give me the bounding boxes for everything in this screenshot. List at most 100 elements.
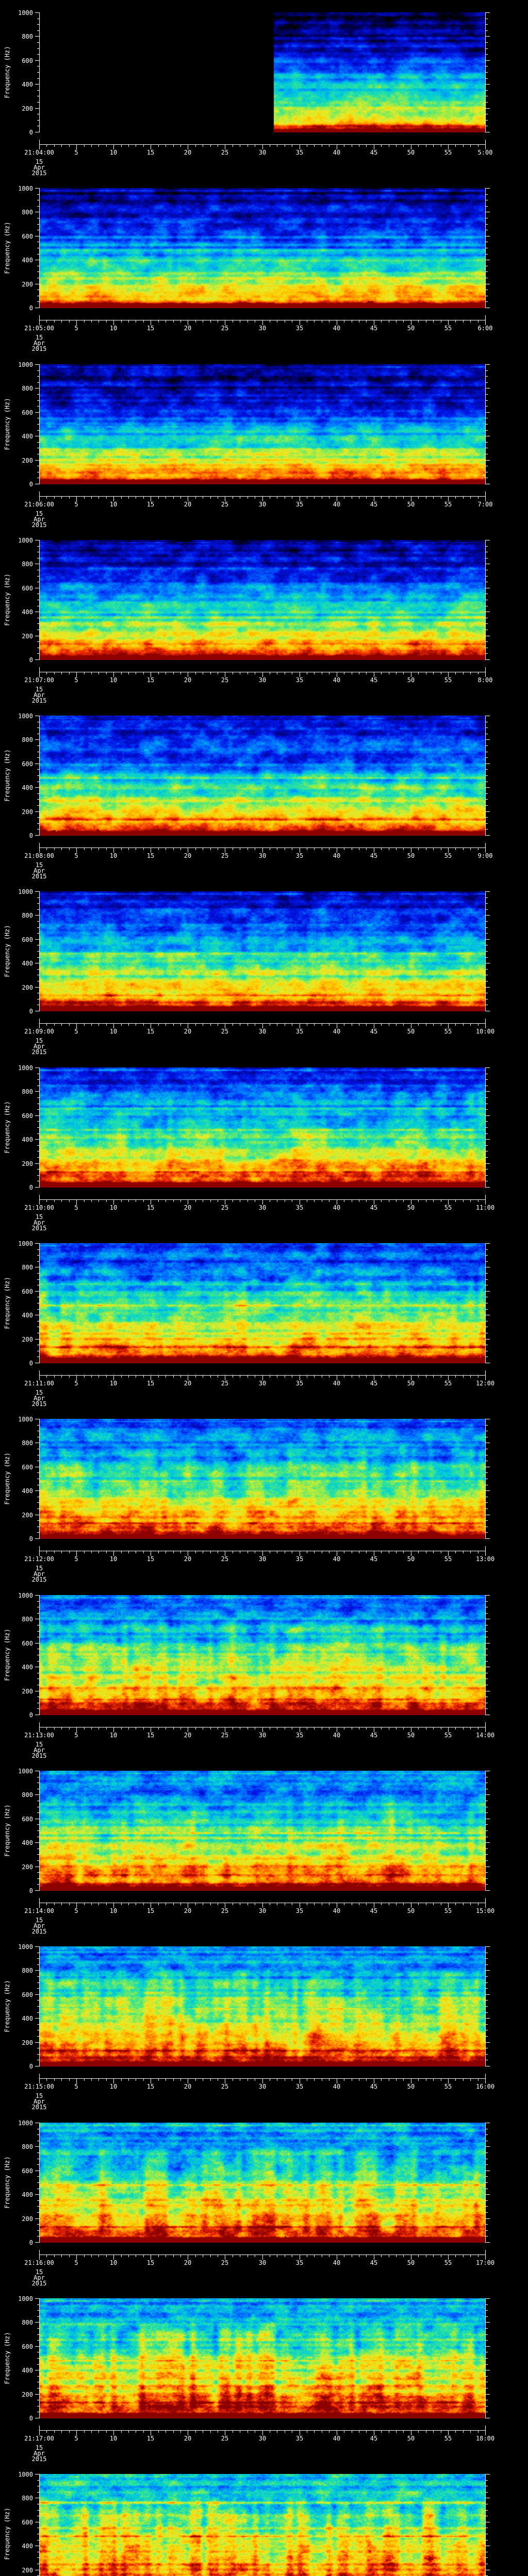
x-minor-tick [396, 320, 397, 323]
y-tick-label: 600 [22, 936, 33, 943]
x-minor-tick [180, 497, 181, 499]
x-minor-tick [84, 497, 85, 499]
y-minor-tick [37, 1121, 39, 1122]
y-right-minor-tick [486, 933, 488, 934]
x-tick-label: 30 [258, 1907, 267, 1914]
x-minor-tick [455, 1024, 456, 1026]
x-major-tick [39, 672, 40, 677]
y-right-minor-tick [486, 823, 488, 824]
x-major-tick [448, 1727, 449, 1732]
x-tick-label: 15 [146, 2259, 155, 2266]
x-axis-right-cap [485, 140, 486, 144]
x-tick-label: 50 [407, 325, 415, 332]
y-major-tick [35, 835, 39, 836]
x-minor-tick [46, 320, 47, 323]
y-right-minor-tick [486, 799, 488, 800]
y-major-tick [35, 1842, 39, 1843]
y-axis-title: Frequency (Hz) [4, 573, 11, 626]
end-time-label: 11:00 [475, 1204, 495, 1211]
x-tick-label: 20 [184, 1907, 192, 1914]
x-minor-tick [314, 320, 315, 323]
x-minor-tick [180, 320, 181, 323]
x-minor-tick [396, 848, 397, 850]
x-minor-tick [91, 145, 92, 147]
x-minor-tick [91, 1903, 92, 1905]
y-minor-tick [37, 2304, 39, 2305]
y-minor-tick [37, 1502, 39, 1503]
end-time-label: 16:00 [475, 2083, 495, 2090]
x-tick-label: 5 [74, 2259, 78, 2266]
x-tick-label: 25 [221, 1380, 229, 1387]
y-tick-label: 600 [22, 1991, 33, 1998]
spectrogram-canvas [40, 1419, 485, 1539]
x-tick-label: 35 [295, 1555, 304, 1563]
x-minor-tick [314, 1024, 315, 1026]
x-minor-tick [195, 1727, 196, 1730]
date-label: 2015 [31, 873, 47, 880]
x-major-tick [448, 1903, 449, 1908]
y-right-minor-tick [486, 1854, 488, 1855]
y-tick-label: 400 [22, 257, 33, 264]
x-minor-tick [121, 1551, 122, 1553]
x-tick-label: 50 [407, 2259, 415, 2266]
y-tick-label: 1000 [18, 361, 33, 368]
x-major-tick [448, 497, 449, 501]
x-minor-tick [106, 2255, 107, 2257]
x-minor-tick [403, 672, 404, 674]
x-major-tick [448, 848, 449, 853]
y-right-minor-tick [486, 897, 488, 898]
x-tick-label: 20 [184, 501, 192, 508]
x-minor-tick [210, 1024, 211, 1026]
y-minor-tick [37, 921, 39, 922]
y-right-minor-tick [486, 376, 488, 377]
y-tick-label: 200 [22, 2215, 33, 2223]
y-right-minor-tick [486, 1708, 488, 1709]
x-tick-label: 30 [258, 1732, 267, 1739]
date-label: 2015 [31, 1225, 47, 1232]
y-major-tick [35, 1890, 39, 1891]
y-tick-label: 600 [22, 1112, 33, 1120]
x-minor-tick [54, 2255, 55, 2257]
y-axis-line-right [485, 1243, 486, 1363]
x-tick-label: 10 [109, 2259, 118, 2266]
x-minor-tick [403, 1903, 404, 1905]
y-major-tick [35, 364, 39, 365]
x-major-tick [76, 1727, 77, 1732]
x-minor-tick [396, 1551, 397, 1553]
y-minor-tick [37, 1175, 39, 1176]
y-right-minor-tick [486, 1145, 488, 1146]
x-minor-tick [91, 2255, 92, 2257]
x-tick-label: 40 [333, 325, 341, 332]
y-minor-tick [37, 775, 39, 776]
x-axis-left-cap [39, 1722, 40, 1727]
y-minor-tick [37, 769, 39, 770]
spectrogram-panel-21:05:00: 0 200 400 600 800 1000 Frequency (Hz) 21:05:00 5… [0, 176, 528, 352]
y-right-minor-tick [486, 793, 488, 794]
x-minor-tick [314, 1551, 315, 1553]
x-tick-label: 45 [370, 1732, 378, 1739]
x-tick-label: 10 [109, 1204, 118, 1211]
x-tick-label: 55 [444, 1204, 452, 1211]
y-major-tick [35, 1139, 39, 1140]
x-minor-tick [403, 2079, 404, 2081]
x-minor-tick [106, 320, 107, 323]
x-major-tick [448, 1376, 449, 1380]
y-right-minor-tick [486, 2557, 488, 2558]
x-minor-tick [396, 1024, 397, 1026]
y-major-tick [35, 2146, 39, 2147]
y-right-minor-tick [486, 2492, 488, 2493]
end-time-label: 8:00 [477, 676, 493, 684]
end-time-label: 14:00 [475, 1732, 495, 1739]
x-major-tick [262, 1024, 263, 1028]
x-minor-tick [195, 1200, 196, 1202]
x-axis-right-cap [485, 1722, 486, 1727]
y-axis-title: Frequency (Hz) [4, 46, 11, 98]
y-major-tick [35, 2242, 39, 2243]
date-label: 15 [35, 2092, 43, 2099]
x-major-tick [262, 1376, 263, 1380]
y-right-minor-tick [486, 2510, 488, 2511]
date-label: Apr [34, 340, 45, 347]
x-minor-tick [158, 2255, 159, 2257]
x-major-tick [76, 672, 77, 677]
y-right-major-tick [486, 108, 490, 109]
